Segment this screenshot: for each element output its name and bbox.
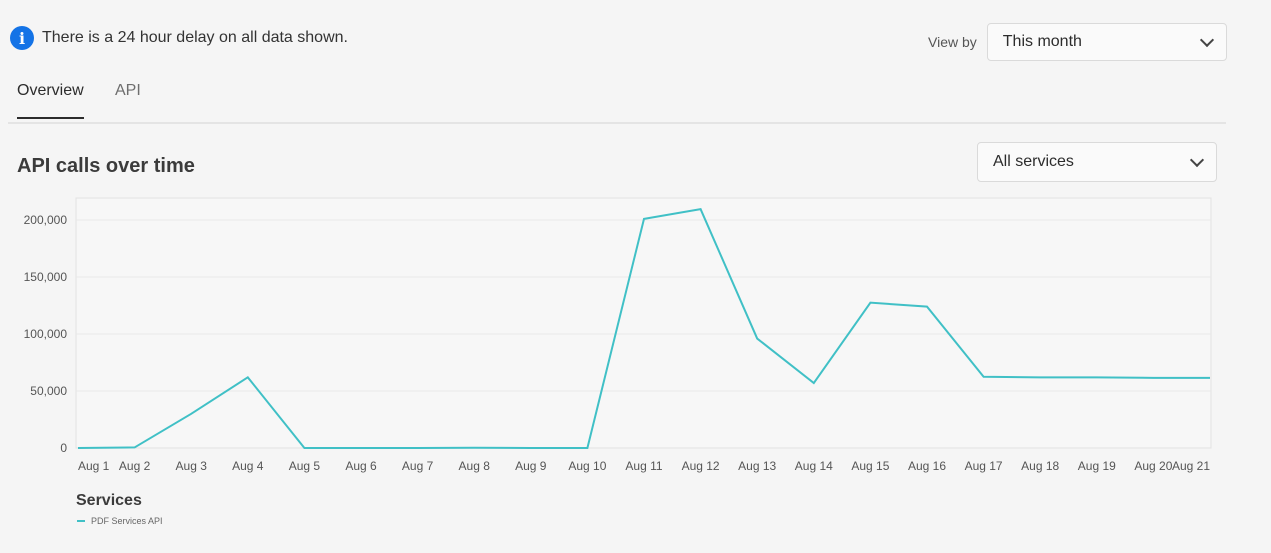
chart-title: API calls over time: [17, 155, 195, 177]
x-tick-label: Aug 18: [1021, 459, 1059, 473]
y-tick-label: 0: [60, 441, 67, 455]
x-tick-label: Aug 3: [176, 459, 208, 473]
y-tick-label: 150,000: [24, 270, 68, 284]
view-by-select[interactable]: This month: [986, 23, 1227, 61]
tab-bar: Overview API: [8, 70, 1226, 124]
x-tick-label: Aug 2: [119, 459, 151, 473]
x-tick-label: Aug 8: [459, 459, 491, 473]
x-tick-label: Aug 12: [682, 459, 720, 473]
services-value: All services: [993, 153, 1074, 170]
y-tick-label: 100,000: [24, 327, 68, 341]
x-tick-label: Aug 20: [1134, 459, 1172, 473]
tab-overview[interactable]: Overview: [17, 82, 84, 119]
x-tick-label: Aug 4: [232, 459, 264, 473]
api-calls-chart: 0 50,000 100,000 150,000 200,000 Aug 1 Aug 2 Au…: [24, 197, 1212, 473]
x-tick-label: Aug 9: [515, 459, 547, 473]
delay-notice-text: There is a 24 hour delay on all data sho…: [42, 29, 348, 46]
legend-item: PDF Services API: [77, 516, 163, 526]
x-tick-label: Aug 14: [795, 459, 833, 473]
x-tick-label: Aug 7: [402, 459, 434, 473]
tab-api[interactable]: API: [115, 82, 141, 99]
x-tick-label: Aug 17: [965, 459, 1003, 473]
chevron-down-icon: [1189, 152, 1205, 168]
x-tick-label: Aug 15: [851, 459, 889, 473]
plot-area: [75, 197, 1212, 449]
y-tick-label: 200,000: [24, 213, 68, 227]
x-tick-label: Aug 16: [908, 459, 946, 473]
legend-label: PDF Services API: [91, 516, 163, 526]
y-tick-label: 50,000: [30, 384, 67, 398]
x-tick-label: Aug 21: [1172, 459, 1210, 473]
delay-notice: i There is a 24 hour delay on all data s…: [10, 26, 348, 50]
x-tick-label: Aug 10: [568, 459, 606, 473]
services-select[interactable]: All services: [977, 142, 1217, 182]
chevron-down-icon: [1199, 32, 1214, 48]
legend-title: Services: [76, 492, 142, 509]
view-by-label: View by: [928, 34, 977, 50]
series-line-pdf-services-api: [77, 208, 1210, 449]
x-tick-label: Aug 11: [625, 459, 662, 473]
x-tick-label: Aug 1: [78, 459, 110, 473]
x-tick-label: Aug 5: [289, 459, 321, 473]
x-tick-label: Aug 13: [738, 459, 776, 473]
view-by: View by This month: [928, 23, 1227, 61]
legend-swatch: [77, 520, 85, 522]
info-icon: i: [10, 26, 34, 50]
x-tick-label: Aug 19: [1078, 459, 1116, 473]
view-by-value: This month: [1002, 33, 1082, 50]
x-tick-label: Aug 6: [345, 459, 377, 473]
